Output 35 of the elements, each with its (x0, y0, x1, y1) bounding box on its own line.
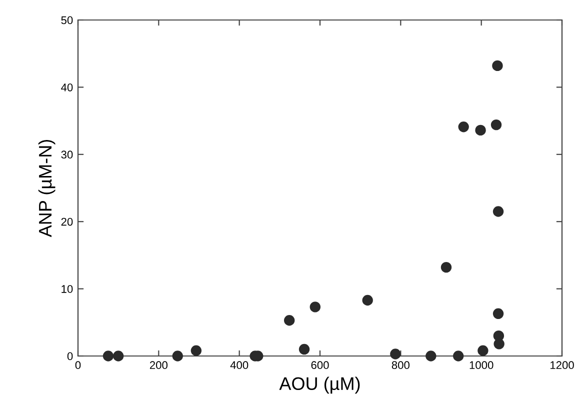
point (284, 315, 295, 326)
x-tick-label: 0 (75, 361, 81, 370)
point (440, 262, 452, 273)
x-tick-label: 800 (392, 361, 410, 370)
y-tick-label: 40 (61, 83, 73, 92)
point (112, 350, 124, 362)
y-tick-label: 50 (61, 16, 73, 24)
point (298, 344, 310, 355)
point (190, 345, 202, 356)
point (492, 60, 503, 72)
x-tick-label: 1200 (550, 361, 574, 370)
point (102, 350, 114, 362)
x-tick-label: 200 (150, 361, 168, 370)
y-tick-label: 30 (61, 150, 73, 159)
y-tick-label: 0 (67, 352, 73, 360)
point (478, 345, 488, 356)
x-tick-label: 600 (311, 361, 329, 370)
point (172, 350, 183, 362)
point (452, 350, 464, 362)
x-axis-title: AOU (µM) (279, 376, 360, 394)
point (458, 121, 469, 132)
point (494, 338, 504, 350)
point (390, 348, 401, 360)
y-tick-label: 20 (61, 218, 73, 226)
x-tick-label: 1000 (470, 361, 494, 370)
point (490, 119, 502, 130)
y-tick-label: 10 (62, 285, 73, 293)
point (475, 124, 486, 136)
point (310, 302, 321, 312)
point (426, 350, 436, 362)
x-tick-label: 400 (230, 361, 248, 370)
point (492, 206, 504, 217)
y-axis-title: ANP (µM-N) (38, 140, 56, 238)
point (362, 294, 373, 306)
point (492, 308, 504, 320)
